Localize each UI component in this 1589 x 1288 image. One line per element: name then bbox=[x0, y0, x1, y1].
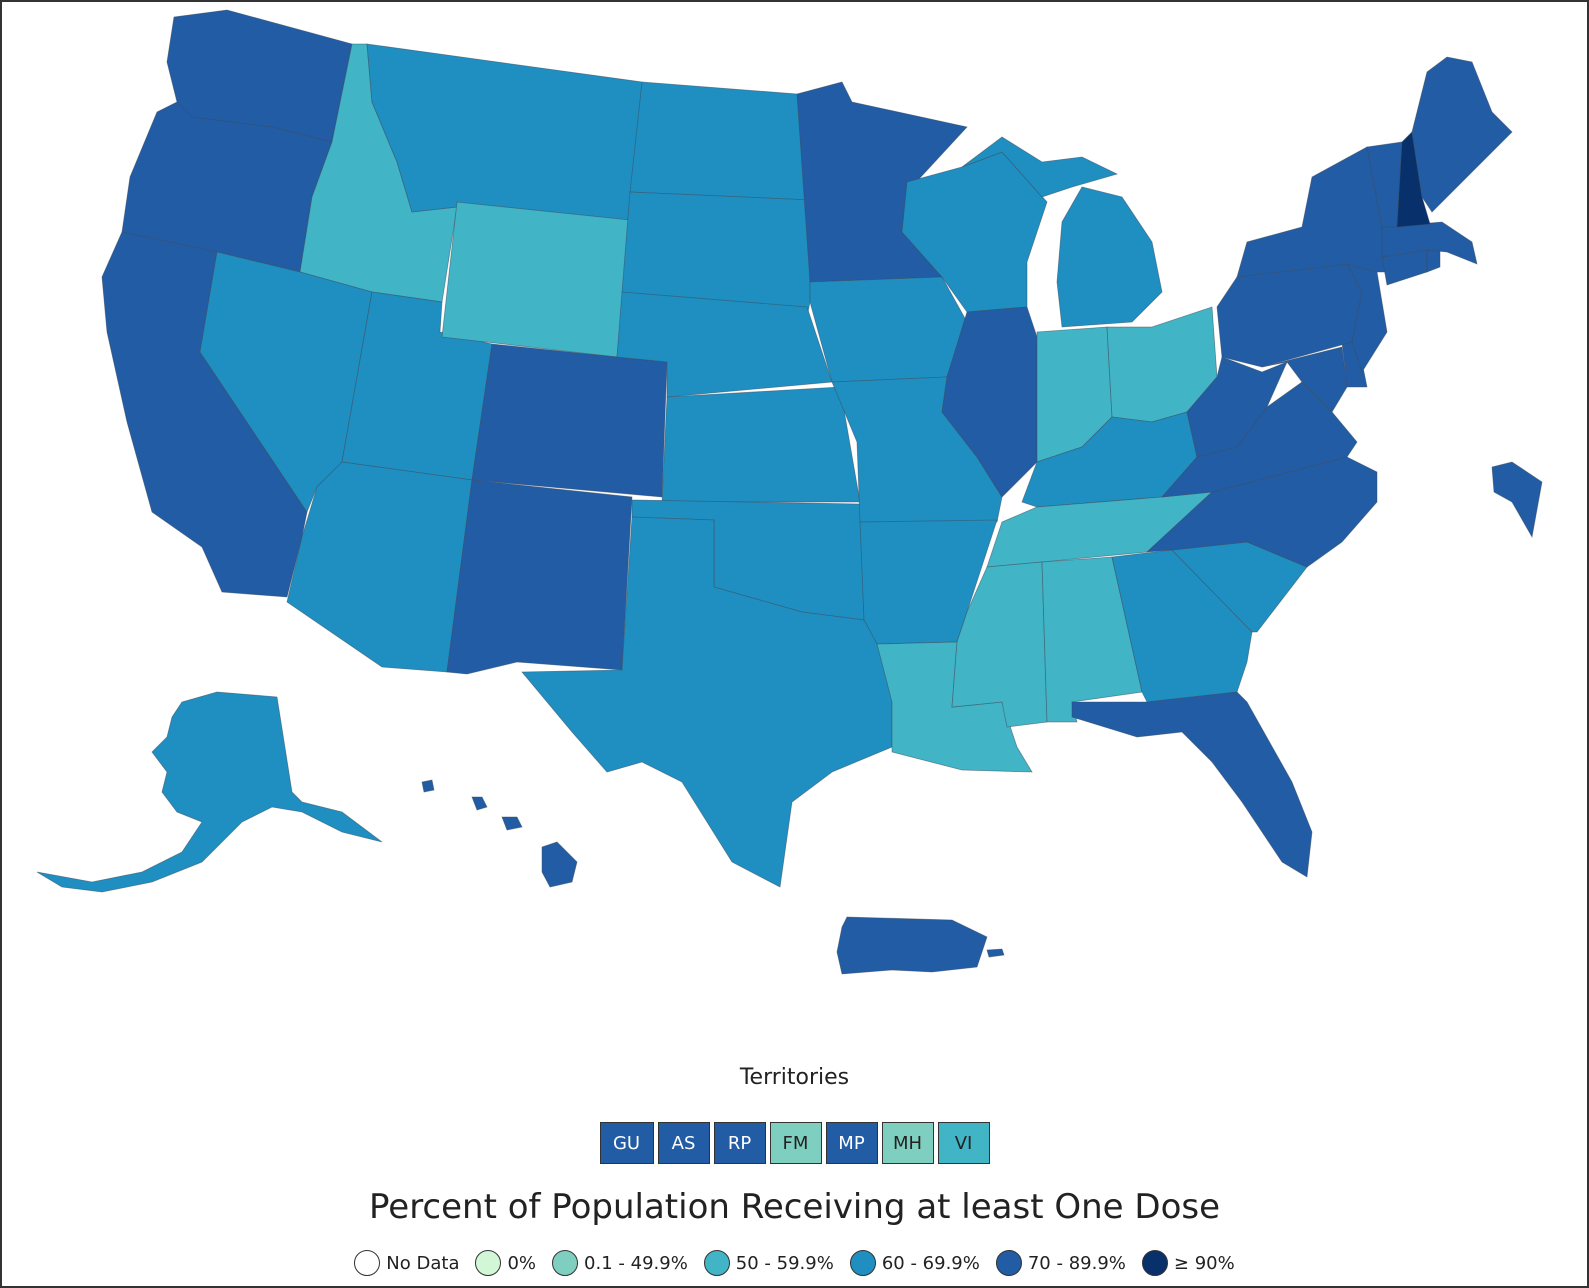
legend-item[interactable]: 0.1 - 49.9% bbox=[552, 1250, 688, 1276]
legend: No Data 0% 0.1 - 49.9% 50 - 59.9% 60 - 69.9%… bbox=[2, 1250, 1587, 1276]
legend-item[interactable]: 70 - 89.9% bbox=[995, 1250, 1126, 1276]
legend-label: 60 - 69.9% bbox=[881, 1252, 980, 1274]
terr-box-MP[interactable]: MP bbox=[825, 1122, 878, 1164]
legend-swatch bbox=[354, 1250, 381, 1276]
legend-swatch bbox=[849, 1250, 876, 1276]
territory-PR[interactable] bbox=[836, 916, 988, 975]
terr-box-FM[interactable]: FM bbox=[769, 1122, 822, 1164]
state-DC-box[interactable] bbox=[1491, 461, 1543, 539]
state-CO[interactable] bbox=[471, 343, 668, 498]
territories-title: Territories bbox=[739, 1065, 850, 1090]
state-FL[interactable] bbox=[1071, 691, 1313, 878]
state-NY[interactable] bbox=[1236, 146, 1388, 278]
state-ME[interactable] bbox=[1411, 56, 1513, 213]
legend-swatch bbox=[552, 1250, 579, 1276]
state-IL[interactable] bbox=[941, 306, 1038, 498]
legend-label: No Data bbox=[386, 1252, 460, 1274]
terr-box-VI[interactable]: VI bbox=[937, 1122, 990, 1164]
legend-label: 50 - 59.9% bbox=[735, 1252, 834, 1274]
terr-box-RP[interactable]: RP bbox=[713, 1122, 766, 1164]
legend-swatch bbox=[1141, 1250, 1168, 1276]
state-HI[interactable] bbox=[421, 779, 578, 888]
territory-VI-shape[interactable] bbox=[986, 948, 1005, 958]
map-svg bbox=[36, 9, 1543, 975]
state-MD[interactable] bbox=[1261, 346, 1348, 413]
chart-title: Percent of Population Receiving at least… bbox=[368, 1187, 1220, 1227]
territories-row: GU AS RP FM MP MH VI bbox=[2, 1122, 1587, 1164]
state-NH[interactable] bbox=[1396, 131, 1431, 228]
state-WY[interactable] bbox=[441, 201, 631, 358]
legend-item[interactable]: 0% bbox=[475, 1250, 536, 1276]
terr-box-GU[interactable]: GU bbox=[599, 1122, 654, 1164]
state-RI[interactable] bbox=[1426, 249, 1441, 273]
terr-box-AS[interactable]: AS bbox=[657, 1122, 710, 1164]
legend-label: 0% bbox=[507, 1252, 537, 1274]
legend-item[interactable]: 60 - 69.9% bbox=[849, 1250, 980, 1276]
legend-item[interactable]: 50 - 59.9% bbox=[703, 1250, 834, 1276]
legend-swatch bbox=[995, 1250, 1022, 1276]
state-SD[interactable] bbox=[621, 191, 811, 318]
state-MA[interactable] bbox=[1381, 221, 1478, 265]
state-AZ[interactable] bbox=[286, 461, 473, 673]
legend-label: 70 - 89.9% bbox=[1027, 1252, 1126, 1274]
state-ND[interactable] bbox=[629, 81, 811, 201]
us-choropleth-map bbox=[2, 2, 1587, 1062]
legend-item[interactable]: ≥ 90% bbox=[1141, 1250, 1235, 1276]
state-MI[interactable] bbox=[1056, 186, 1163, 328]
legend-swatch bbox=[475, 1250, 502, 1276]
state-TX[interactable] bbox=[521, 516, 893, 888]
legend-label: ≥ 90% bbox=[1173, 1252, 1235, 1274]
terr-box-MH[interactable]: MH bbox=[881, 1122, 934, 1164]
state-MT[interactable] bbox=[366, 43, 643, 223]
state-AK[interactable] bbox=[36, 691, 383, 893]
state-KS[interactable] bbox=[661, 386, 861, 503]
legend-swatch bbox=[703, 1250, 730, 1276]
state-MI-UP[interactable] bbox=[961, 136, 1119, 198]
legend-label: 0.1 - 49.9% bbox=[584, 1252, 688, 1274]
state-IA[interactable] bbox=[809, 276, 968, 383]
legend-item[interactable]: No Data bbox=[354, 1250, 459, 1276]
state-NM[interactable] bbox=[446, 479, 633, 675]
